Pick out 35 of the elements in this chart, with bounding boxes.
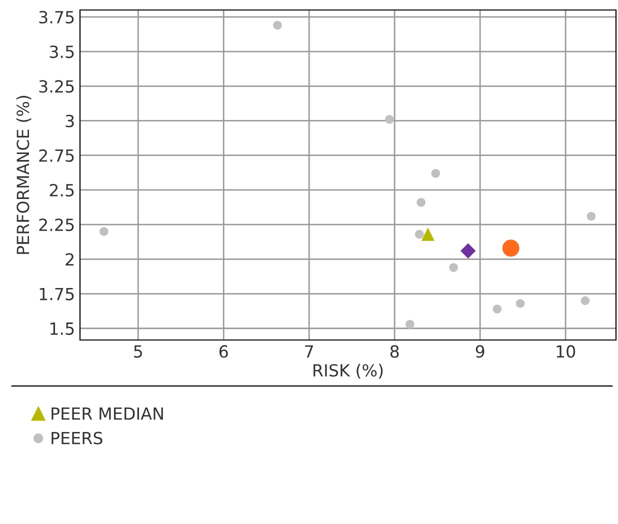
x-tick-label: 10: [556, 345, 576, 358]
x-tick-label: 5: [134, 345, 142, 358]
point: [431, 168, 440, 178]
point: [586, 212, 596, 221]
y-tick-label: 2.75: [39, 149, 74, 162]
point: [273, 20, 282, 30]
y-tick-label: 1.5: [50, 322, 74, 335]
point: [460, 243, 476, 258]
point: [580, 296, 590, 306]
point: [492, 304, 502, 314]
y-tick-label: 2: [66, 253, 74, 266]
point: [416, 198, 426, 207]
y-tick-label: 3.25: [39, 80, 74, 93]
point: [406, 320, 414, 329]
y-tick-label: 2.5: [50, 184, 74, 197]
point: [100, 227, 108, 236]
x-tick-label: 6: [219, 345, 228, 358]
y-axis-title: PERFORMANCE (%): [16, 96, 32, 254]
point: [516, 299, 525, 308]
y-tick-label: 2.25: [39, 218, 74, 232]
legend-label: PEERS: [52, 432, 102, 444]
y-tick-label: 1.75: [40, 288, 74, 300]
y-tick-label: 3.5: [50, 45, 74, 58]
x-tick-label: 9: [476, 345, 484, 358]
point: [449, 263, 458, 272]
x-axis-title: RISK (%): [314, 364, 383, 379]
point: [385, 114, 394, 124]
point: [502, 240, 520, 257]
point: [421, 228, 435, 241]
legend-label: PEER MEDIAN: [52, 408, 163, 420]
y-tick-label: 3: [66, 114, 74, 128]
point: [414, 230, 424, 239]
x-tick-label: 8: [390, 345, 399, 358]
x-tick-label: 7: [305, 345, 313, 358]
y-tick-label: 3.75: [39, 10, 74, 24]
